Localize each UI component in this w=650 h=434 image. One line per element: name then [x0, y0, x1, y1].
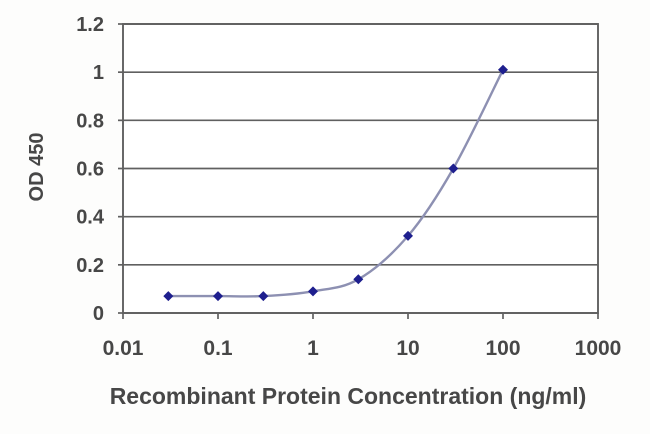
- y-tick-label: 0.6: [76, 159, 104, 181]
- y-tick-label: 0.8: [76, 110, 104, 132]
- plot-frame: [122, 23, 599, 314]
- data-point-marker: [258, 291, 269, 302]
- x-tick-label: 0.01: [103, 337, 144, 360]
- y-tick-label: 1: [93, 62, 104, 84]
- data-point-marker: [308, 286, 318, 297]
- x-tick-label: 1000: [575, 337, 622, 360]
- y-axis-title: OD 450: [26, 132, 48, 202]
- y-tick-label: 0.4: [76, 207, 105, 229]
- x-tick-label: 10: [396, 337, 419, 360]
- x-tick-label: 100: [485, 337, 520, 360]
- x-tick-label: 1: [307, 337, 319, 360]
- data-point-marker: [163, 291, 174, 302]
- data-point-marker: [403, 230, 413, 241]
- data-point-marker: [448, 163, 459, 174]
- data-point-marker: [213, 291, 223, 302]
- y-tick-label: 0.2: [76, 255, 104, 277]
- y-tick-label: 1.2: [76, 14, 104, 36]
- y-tick-label: 0: [93, 303, 104, 325]
- data-point-marker: [353, 274, 364, 285]
- x-tick-label: 0.1: [203, 337, 233, 360]
- x-axis-title: Recombinant Protein Concentration (ng/ml…: [109, 383, 587, 409]
- data-point-marker: [498, 64, 508, 75]
